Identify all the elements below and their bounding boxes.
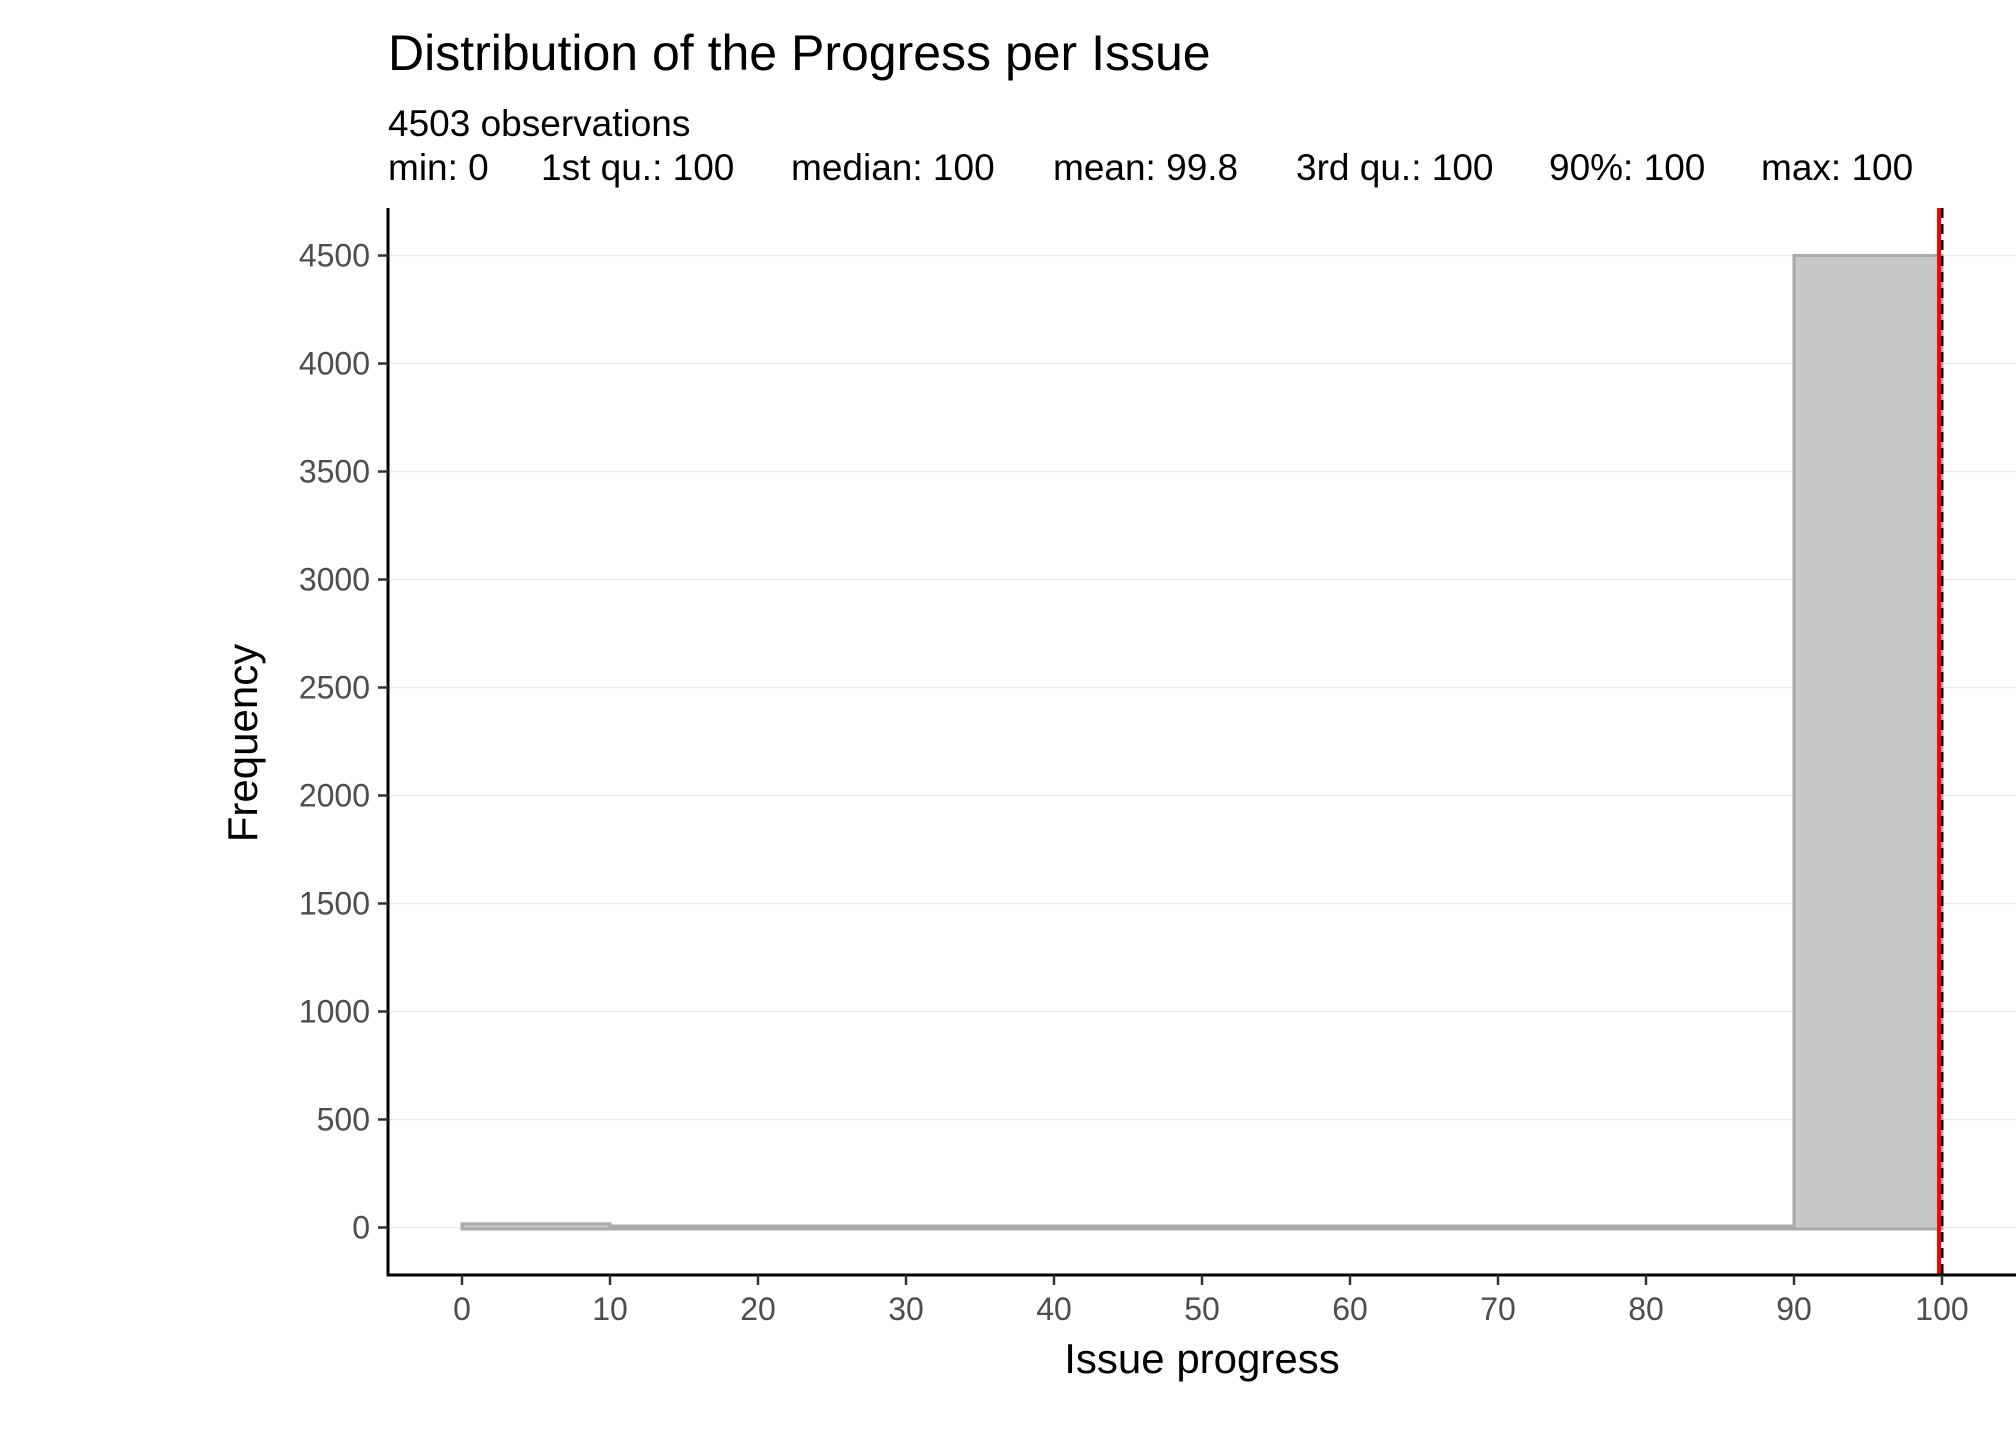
histogram-bar	[608, 1224, 760, 1231]
y-tick-label: 2000	[299, 777, 370, 813]
histogram-bar	[756, 1224, 908, 1231]
histogram-bars	[460, 254, 1944, 1231]
x-tick-label: 20	[740, 1291, 776, 1327]
histogram-bar	[1052, 1224, 1204, 1231]
y-tick-label: 4500	[299, 238, 370, 274]
y-tick-label: 3000	[299, 562, 370, 598]
stat-1st-quartile: 1st qu.: 100	[541, 147, 734, 188]
stat-min: min: 0	[388, 147, 489, 188]
histogram-bar	[1200, 1224, 1352, 1231]
axes	[386, 208, 2016, 1277]
y-tick-label: 1500	[299, 885, 370, 921]
histogram-bar	[460, 1222, 612, 1231]
y-tick-label: 3500	[299, 454, 370, 490]
stat-mean: mean: 99.8	[1053, 147, 1238, 188]
x-tick-label: 0	[453, 1291, 471, 1327]
chart-title: Distribution of the Progress per Issue	[388, 25, 1211, 81]
x-tick-label: 70	[1480, 1291, 1516, 1327]
x-tick-label: 50	[1184, 1291, 1220, 1327]
x-tick-label: 100	[1915, 1291, 1968, 1327]
chart-subtitle-observations: 4503 observations	[388, 103, 690, 144]
y-axis-title: Frequency	[219, 644, 266, 842]
x-tick-label: 40	[1036, 1291, 1072, 1327]
y-tick-label: 500	[317, 1101, 370, 1137]
gridlines	[388, 254, 2016, 1229]
histogram-bar	[1348, 1224, 1500, 1231]
x-tick-label: 90	[1776, 1291, 1812, 1327]
stat-max: max: 100	[1761, 147, 1913, 188]
x-axis-title: Issue progress	[1064, 1335, 1339, 1382]
histogram-bar	[1644, 1224, 1796, 1231]
stat-90-percentile: 90%: 100	[1549, 147, 1705, 188]
y-tick-label: 4000	[299, 346, 370, 382]
x-tick-label: 30	[888, 1291, 924, 1327]
stat-3rd-quartile: 3rd qu.: 100	[1296, 147, 1493, 188]
x-axis-ticks: 0 10 20 30 40 50 60 70 80 90 100	[453, 1275, 1969, 1327]
x-tick-label: 80	[1628, 1291, 1664, 1327]
y-tick-label: 2500	[299, 670, 370, 706]
x-tick-label: 60	[1332, 1291, 1368, 1327]
y-tick-label: 0	[352, 1209, 370, 1245]
histogram-bar	[1496, 1224, 1648, 1231]
reference-lines	[1937, 208, 1944, 1275]
y-tick-label: 1000	[299, 993, 370, 1029]
chart-subtitle-stats: min: 0 1st qu.: 100 median: 100 mean: 99…	[388, 147, 1913, 188]
histogram-bar	[1792, 254, 1944, 1231]
histogram-bar	[904, 1224, 1056, 1231]
stat-median: median: 100	[791, 147, 995, 188]
y-axis-ticks: 0 500 1000 1500 2000 2500 3000 3500 4000 4500	[299, 238, 388, 1245]
x-tick-label: 10	[592, 1291, 628, 1327]
